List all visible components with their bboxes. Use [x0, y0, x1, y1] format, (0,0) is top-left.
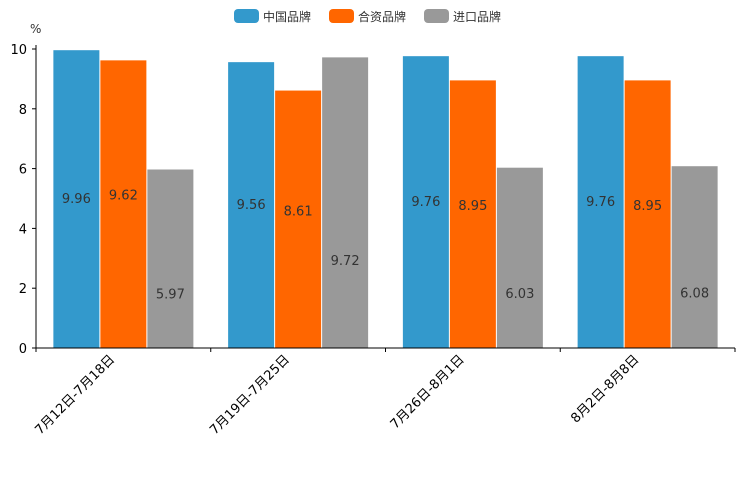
x-tick-label-0: 7月12日-7月18日	[32, 352, 118, 438]
legend-label-1: 合资品牌	[358, 9, 406, 24]
bar-3-0	[577, 56, 624, 349]
y-axis: 0 2 4 6 8 10	[10, 43, 37, 357]
legend-label-0: 中国品牌	[263, 9, 311, 24]
bars: 9.96 9.62 5.97 9.56 8.61 9.72 9.76 8.95 6.03 9.76…	[53, 50, 718, 349]
bar-1-1	[275, 90, 322, 348]
y-tick-label-4: 8	[19, 103, 27, 118]
bar-label-1-1: 8.61	[284, 205, 313, 220]
bar-label-2-2: 6.03	[505, 287, 534, 302]
y-axis-label: %	[30, 22, 41, 36]
legend-swatch-2	[424, 9, 449, 23]
bar-label-2-0: 9.76	[411, 195, 440, 210]
x-tick-label-3: 8月2日-8月8日	[568, 352, 642, 426]
bar-2-0	[402, 56, 449, 349]
legend-swatch-1	[329, 9, 354, 23]
bar-3-1	[624, 80, 671, 349]
x-tick-label-1: 7月19日-7月25日	[207, 352, 293, 438]
bar-2-1	[449, 80, 496, 349]
y-tick-label-1: 2	[19, 282, 27, 297]
bar-label-3-1: 8.95	[633, 199, 662, 214]
bar-0-2	[147, 169, 194, 348]
bar-label-0-2: 5.97	[156, 287, 185, 302]
bar-label-1-0: 9.56	[237, 198, 266, 213]
bar-label-1-2: 9.72	[331, 254, 360, 269]
bar-0-0	[53, 50, 100, 349]
legend-swatch-0	[234, 9, 259, 23]
bar-label-3-0: 9.76	[586, 195, 615, 210]
y-tick-label-0: 0	[19, 342, 27, 357]
legend-label-2: 进口品牌	[453, 10, 501, 24]
legend: 中国品牌 合资品牌 进口品牌	[234, 9, 501, 24]
y-tick-label-3: 6	[19, 163, 27, 178]
x-tick-label-2: 7月26日-8月1日	[388, 352, 468, 432]
y-tick-label-5: 10	[10, 43, 27, 58]
bar-label-0-1: 9.62	[109, 189, 138, 204]
bar-label-0-0: 9.96	[62, 192, 91, 207]
bar-2-2	[496, 167, 543, 348]
bar-0-1	[100, 60, 147, 348]
bar-1-0	[228, 62, 275, 348]
bar-3-2	[671, 166, 718, 348]
bar-label-2-1: 8.95	[458, 199, 487, 214]
bar-1-2	[322, 57, 369, 348]
bar-label-3-2: 6.08	[680, 286, 709, 301]
y-tick-label-2: 4	[19, 222, 27, 237]
x-axis: 7月12日-7月18日 7月19日-7月25日 7月26日-8月1日 8月2日-8月8…	[32, 347, 736, 438]
